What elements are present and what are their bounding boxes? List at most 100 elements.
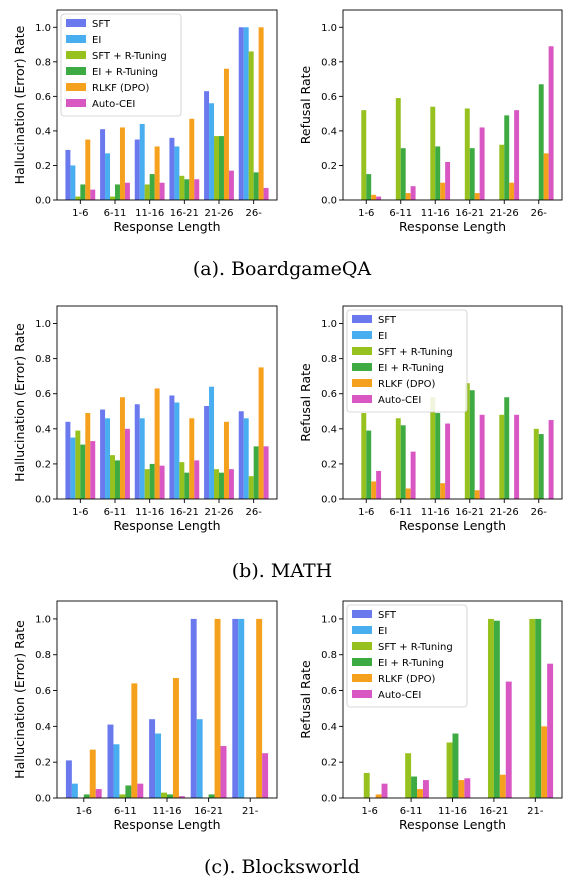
bar-auto-cei-2 [445,423,451,499]
bar-sft-3 [190,618,197,798]
bar-rlkf-dpo--3 [474,193,480,200]
x-tick-label: 21-26 [204,507,233,518]
bar-sft-r-tuning-3 [179,462,185,499]
plot-frame [342,305,563,500]
bar-rlkf-dpo--2 [440,182,446,200]
legend-swatch [352,395,372,403]
bar-sft-r-tuning-5 [248,51,254,201]
bar-ei-4 [209,386,215,499]
y-tick-label: 0.6 [321,686,337,697]
bar-auto-cei-3 [194,179,200,200]
bar-ei-4 [209,103,215,200]
legend-label: SFT + R-Tuning [378,642,453,653]
bar-auto-cei-0 [95,789,102,798]
y-tick-label: 0.0 [321,794,337,805]
bar-auto-cei-1 [410,186,416,200]
bar-ei-5 [243,418,249,499]
y-tick-label: 0.2 [321,161,337,172]
bar-rlkf-dpo--4 [223,68,229,200]
bar-rlkf-dpo--0 [375,794,382,798]
legend-label: SFT [378,315,397,326]
bar-ei-r-tuning-2 [149,174,155,200]
y-axis-label: Hallucination (Error) Rate [12,25,27,184]
bar-auto-cei-1 [124,182,130,200]
bar-sft-r-tuning-1 [110,455,115,499]
bar-sft-r-tuning-2 [161,792,167,798]
y-tick-label: 1.0 [321,23,337,34]
caption-math: (b). MATH [231,560,333,582]
bar-ei-r-tuning-4 [219,136,224,200]
x-axis-label: Response Length [113,219,220,234]
bar-rlkf-dpo--5 [258,367,264,499]
bar-auto-cei-3 [479,127,485,200]
bar-rlkf-dpo--0 [89,749,96,798]
x-axis-label: Response Length [399,219,506,234]
bar-sft-2 [134,139,140,200]
bar-ei-r-tuning-2 [167,794,173,798]
legend-swatch [66,35,86,43]
bar-auto-cei-1 [137,783,144,798]
legend-swatch [352,363,372,371]
bar-ei-2 [139,418,145,499]
bar-rlkf-dpo--3 [214,618,221,798]
bar-auto-cei-4 [547,663,554,798]
bar-ei-r-tuning-4 [219,472,224,499]
bar-auto-cei-4 [228,170,234,200]
y-tick-label: 0.6 [321,92,337,103]
x-tick-label: 11-16 [152,806,181,817]
bar-sft-5 [238,27,244,200]
bar-ei-r-tuning-0 [366,430,372,499]
bar-auto-cei-3 [479,414,485,499]
bar-sft-r-tuning-0 [75,430,81,499]
y-tick-label: 0.0 [321,495,337,506]
bar-sft-r-tuning-3 [464,108,470,200]
x-tick-label: 16-21 [194,806,223,817]
bar-ei-r-tuning-5 [538,434,544,499]
y-tick-label: 0.4 [321,126,337,137]
x-tick-label: 21-26 [490,507,519,518]
legend-swatch [352,379,372,387]
legend-box [346,604,468,708]
legend-swatch [352,626,372,634]
bar-rlkf-dpo--3 [189,118,195,200]
bar-ei-0 [70,165,76,200]
bar-rlkf-dpo--5 [258,27,264,200]
y-tick-label: 0.8 [35,650,51,661]
bar-sft-0 [65,149,71,200]
bar-rlkf-dpo--2 [172,678,179,798]
legend-swatch [66,83,86,91]
bar-sft-r-tuning-4 [529,618,536,798]
legend-swatch [66,67,86,75]
x-tick-label: 26- [245,507,262,518]
plot-frame [56,305,278,500]
bar-auto-cei-1 [124,428,130,499]
bar-auto-cei-1 [410,451,416,499]
x-tick-label: 6-11 [104,208,127,219]
legend: SFT EI SFT + R-Tuning EI + R-Tuning RLKF (DP… [346,604,468,708]
x-tick-label: 21- [242,806,259,817]
bar-rlkf-dpo--1 [417,789,423,798]
bar-ei-0 [71,783,78,798]
legend-label: SFT + R-Tuning [378,347,453,358]
x-tick-label: 16-21 [455,208,484,219]
bar-ei-2 [155,733,162,798]
bar-auto-cei-5 [263,187,269,200]
x-tick-label: 26- [531,507,548,518]
x-tick-label: 26- [531,208,548,219]
bar-ei-4 [238,618,245,798]
x-tick-label: 21-26 [490,208,519,219]
y-tick-label: 0.6 [35,686,51,697]
bar-sft-1 [100,129,106,200]
bar-ei-r-tuning-2 [149,463,155,499]
y-tick-label: 0.6 [35,389,51,400]
x-tick-label: 1-6 [72,507,88,518]
y-axis-label: Refusal Rate [298,65,313,144]
bar-auto-cei-2 [159,182,165,200]
legend-swatch [66,51,86,59]
y-tick-label: 1.0 [321,319,337,330]
bar-sft-r-tuning-2 [446,742,453,798]
y-tick-label: 0.4 [321,722,337,733]
y-tick-label: 0.4 [35,722,51,733]
bar-ei-r-tuning-0 [83,794,90,798]
legend-label: RLKF (DPO) [378,379,436,390]
